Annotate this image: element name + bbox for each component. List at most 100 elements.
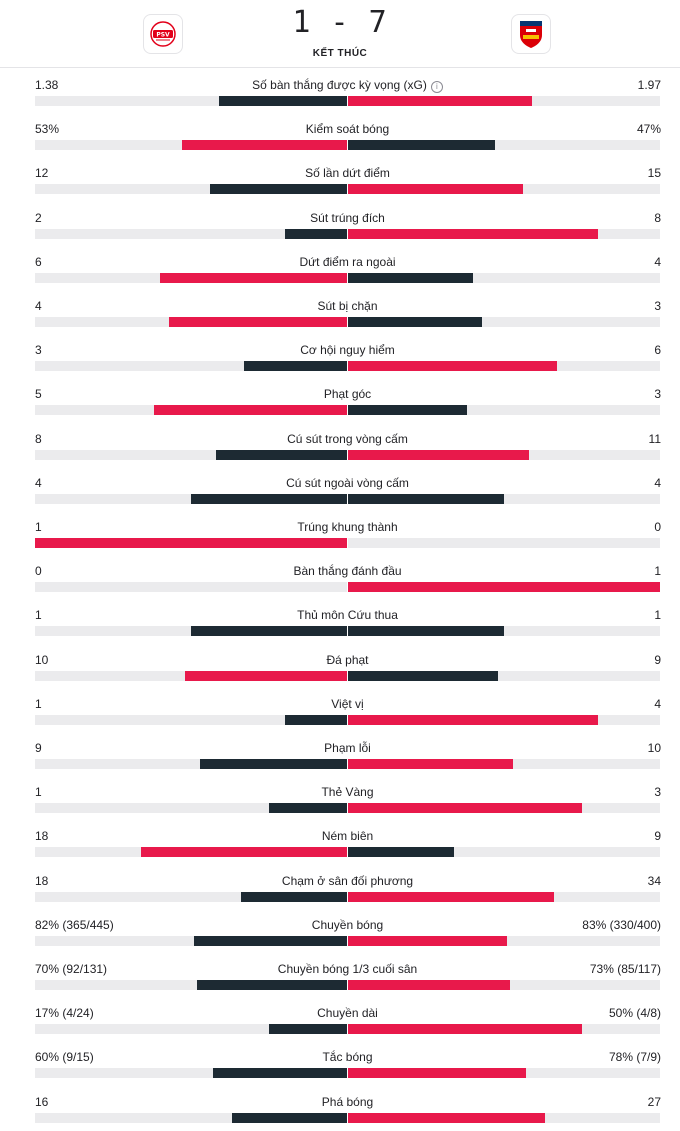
stat-label: Thẻ Vàng: [0, 785, 680, 799]
stat-label: Chuyền dài: [0, 1006, 680, 1020]
stat-label: Sút trúng đích: [0, 211, 680, 225]
stat-row: 1 Trúng khung thành 0: [0, 512, 680, 556]
home-bar-fill: [194, 935, 347, 946]
away-stat-value: 0: [654, 520, 661, 534]
home-bar-track: [35, 140, 347, 151]
away-bar-fill: [348, 626, 504, 637]
psv-crest-icon[interactable]: PSV: [143, 14, 183, 54]
away-stat-value: 1: [654, 564, 661, 579]
stat-label-text: Thẻ Vàng: [321, 785, 374, 800]
home-bar-track: [35, 317, 347, 327]
stat-row: 9 Phạm lỗi 10: [0, 733, 680, 777]
stat-label: Cơ hội nguy hiểm: [0, 343, 680, 357]
home-bar-track: [35, 670, 347, 681]
stat-row: 0 Bàn thắng đánh đầu 1: [0, 556, 680, 600]
stat-label: Số lần dứt điểm: [0, 166, 680, 180]
home-stat-value: 82% (365/445): [35, 917, 114, 932]
stat-label: Chuyền bóng: [0, 918, 680, 932]
home-bar-fill: [213, 1068, 347, 1079]
away-bar-fill: [348, 803, 582, 814]
away-stat-value: 1.97: [637, 78, 661, 92]
stat-label-text: Việt vị: [331, 696, 364, 711]
away-bar-track: [348, 582, 660, 593]
stat-label-text: Cú sút trong vòng cấm: [287, 431, 408, 446]
home-stat-value: 1.38: [35, 78, 59, 92]
home-bar-track: [35, 228, 347, 239]
home-stat-value: 0: [35, 564, 42, 579]
stat-label-text: Cơ hội nguy hiểm: [300, 343, 395, 358]
away-bar-track: [348, 96, 660, 106]
home-bar-fill: [269, 1024, 347, 1035]
home-bar-fill: [191, 493, 347, 504]
home-stat-value: 4: [35, 299, 42, 313]
stat-label: Sút bị chặn: [0, 299, 680, 313]
home-bar-fill: [154, 405, 347, 416]
stat-row: 60% (9/15) Tắc bóng 78% (7/9): [0, 1042, 680, 1086]
away-bar-fill: [348, 980, 510, 990]
home-bar-track: [35, 980, 347, 990]
away-stat-value: 50% (4/8): [608, 1006, 661, 1021]
home-stat-value: 60% (9/15): [35, 1050, 94, 1065]
stat-row: 6 Dứt điểm ra ngoài 4: [0, 247, 680, 291]
home-stat-value: 70% (92/131): [35, 962, 108, 976]
home-stat-value: 1: [35, 608, 42, 623]
away-bar-fill: [348, 272, 473, 283]
stat-row: 10 Đá phạt 9: [0, 645, 680, 689]
away-stat-value: 10: [647, 741, 661, 755]
home-bar-fill: [182, 140, 347, 151]
away-stat-value: 4: [654, 254, 661, 269]
home-bar-fill: [241, 891, 347, 902]
home-bar-track: [35, 891, 347, 902]
match-header: PSV 1 - 7 KẾT THÚC: [0, 0, 680, 68]
home-bar-track: [35, 626, 347, 637]
away-bar-track: [348, 538, 660, 548]
away-bar-track: [348, 184, 660, 195]
stat-label: Cú sút ngoài vòng cấm: [0, 476, 680, 490]
stat-label-text: Bàn thắng đánh đầu: [293, 564, 402, 579]
home-stat-value: 53%: [35, 122, 60, 137]
away-bar-fill: [348, 405, 467, 416]
stat-label: Bàn thắng đánh đầu: [0, 564, 680, 578]
home-bar-fill: [185, 670, 347, 681]
away-stat-value: 11: [648, 431, 661, 446]
home-stat-value: 6: [35, 254, 42, 269]
home-stat-value: 12: [35, 166, 49, 181]
away-bar-track: [348, 759, 660, 769]
home-bar-fill: [200, 759, 347, 769]
stat-label-text: Sút trúng đích: [310, 210, 385, 225]
info-icon[interactable]: i: [430, 81, 443, 93]
away-bar-fill: [348, 891, 554, 902]
home-bar-fill: [210, 184, 347, 195]
away-stat-value: 8: [654, 210, 661, 225]
away-bar-track: [348, 405, 660, 416]
home-stat-value: 17% (4/24): [35, 1006, 94, 1021]
arsenal-crest-icon[interactable]: [511, 14, 551, 54]
home-bar-fill: [269, 803, 347, 814]
home-bar-track: [35, 405, 347, 416]
stat-row: 53% Kiểm soát bóng 47%: [0, 114, 680, 158]
home-bar-track: [35, 1068, 347, 1079]
away-bar-fill: [348, 582, 660, 593]
stat-label-text: Thủ môn Cứu thua: [297, 608, 398, 623]
stat-row: 18 Ném biên 9: [0, 821, 680, 865]
home-bar-track: [35, 361, 347, 372]
home-bar-track: [35, 184, 347, 195]
away-bar-fill: [348, 714, 598, 725]
home-stat-value: 1: [35, 696, 42, 711]
stat-label-text: Đá phạt: [326, 652, 369, 667]
away-stat-value: 6: [654, 343, 661, 358]
away-bar-fill: [348, 361, 557, 372]
home-stat-value: 1: [35, 520, 42, 534]
stat-label: Tắc bóng: [0, 1050, 680, 1064]
home-bar-fill: [219, 96, 347, 106]
home-stat-value: 10: [35, 652, 49, 667]
stat-label-text: Sút bị chặn: [317, 299, 378, 313]
away-stat-value: 78% (7/9): [608, 1050, 661, 1065]
stat-row: 3 Cơ hội nguy hiểm 6: [0, 335, 680, 379]
stat-label: Phạt góc: [0, 387, 680, 401]
stat-label-text: Kiểm soát bóng: [305, 122, 390, 137]
home-bar-fill: [216, 449, 347, 460]
home-bar-track: [35, 272, 347, 283]
stat-label-text: Ném biên: [321, 829, 374, 844]
home-stat-value: 18: [35, 873, 49, 888]
